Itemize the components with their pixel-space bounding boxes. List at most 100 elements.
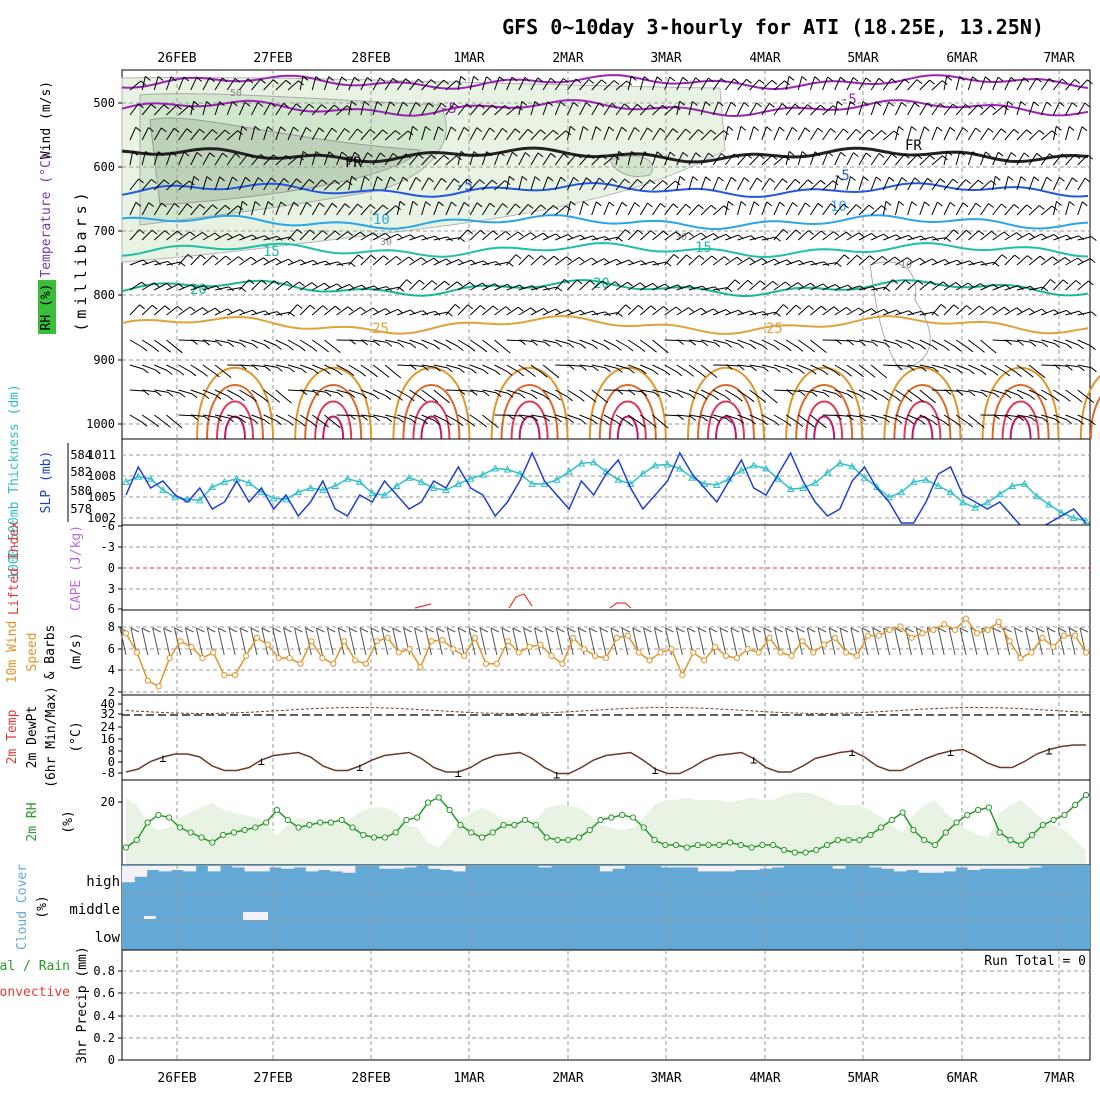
wind-barb (214, 414, 229, 419)
wind-barb (372, 414, 387, 419)
wind-barb (166, 339, 178, 350)
rh2m-point (791, 849, 798, 856)
wind-barb (409, 279, 420, 291)
middle-cloud-gap (243, 912, 268, 920)
wind-barb (688, 152, 697, 166)
tick-label: 0 (108, 1053, 115, 1067)
wind10m-barb (359, 627, 367, 656)
wind-barb (542, 205, 554, 216)
wind-barb (251, 154, 262, 166)
wind-barb (1077, 236, 1092, 241)
wind-barb-flag (192, 415, 198, 421)
wind-barb (967, 104, 979, 116)
wind-barb (299, 229, 311, 241)
wind-barb (178, 231, 191, 241)
wind-barb (652, 230, 664, 241)
wind-barb (713, 339, 727, 344)
wind-barb (226, 176, 233, 191)
heat-dome-contour (1009, 415, 1032, 440)
wind-barb (968, 283, 982, 291)
wind-barb-flag (540, 204, 547, 210)
wind-barb (287, 339, 301, 348)
wind-barb-flag (224, 129, 231, 135)
wind-barb-flag (942, 281, 949, 287)
wind-barb (773, 304, 784, 316)
wind-barb-flag (139, 229, 145, 234)
wind-barb (202, 152, 211, 166)
wind-barb (725, 414, 739, 420)
wind-barb (615, 389, 631, 392)
wind-barb-flag (211, 129, 218, 134)
wind-barb-flag (575, 78, 582, 84)
wind-barb-flag (1006, 415, 1012, 421)
wind-barb-flag (756, 102, 762, 108)
wind-speed-point (297, 660, 304, 667)
wind10m-barb-flag (905, 627, 914, 633)
rh2m-point (1072, 801, 1079, 809)
wind-barb (445, 364, 460, 370)
heat-dome-contour (412, 400, 451, 440)
wind-barb-flag (459, 390, 466, 395)
rh2m-point (575, 834, 583, 841)
wind-barb (385, 286, 399, 291)
rh-contour-label: 30 (380, 237, 392, 248)
tick-label: 4 (108, 663, 115, 677)
wind-barb (141, 127, 149, 141)
precip-convective-label: Convective (0, 985, 70, 1000)
wind-speed-point (690, 649, 697, 656)
wind-barb-flag (772, 281, 779, 286)
wind-barb-flag (883, 308, 890, 314)
wind-barb-flag (221, 77, 228, 83)
wind10m-barb-flag (327, 627, 336, 633)
wind-barb-flag (843, 254, 850, 260)
wind-barb (883, 234, 897, 241)
wind-barb-flag (848, 415, 854, 421)
wind-barb-flag (676, 371, 683, 377)
wind-barb (226, 153, 236, 166)
wind-barb-flag (911, 126, 917, 131)
wind-barb (737, 279, 748, 291)
wind-barb (287, 155, 300, 166)
tick-label: -6 (101, 519, 115, 533)
wind-speed-point (592, 652, 599, 660)
wind-barb-flag (295, 103, 302, 109)
wind-barb-flag (1090, 236, 1097, 241)
wind-barb-flag (705, 101, 711, 107)
wind-barb-flag (978, 305, 985, 311)
high-cloud-gap (134, 866, 148, 877)
wind-barb (239, 234, 253, 241)
wind-speed-point (537, 641, 544, 648)
wind-barb-flag (507, 393, 514, 398)
wind-barb (141, 364, 156, 371)
wind-barb-flag (836, 415, 842, 420)
wind-barb (676, 128, 686, 141)
wind-barb (627, 127, 635, 141)
wind-barb-flag (372, 372, 378, 378)
wind-barb (931, 178, 941, 191)
wind-barb (737, 235, 751, 241)
wind-barb (652, 203, 661, 216)
wind-barb-flag (483, 391, 490, 397)
wind-barb-flag (1075, 280, 1082, 285)
wind-barb-flag (379, 152, 386, 158)
wind-barb-flag (459, 368, 465, 373)
wind-barb-flag (232, 176, 238, 182)
wind-barb (870, 176, 877, 191)
wind-barb-flag (489, 202, 496, 208)
wind-barb (1004, 152, 1012, 166)
thickness-point (306, 483, 315, 492)
wind-barb-flag (337, 392, 344, 398)
wind-barb (858, 232, 872, 241)
thickness-point (134, 472, 143, 480)
wind-barb (980, 364, 994, 372)
wind-barb (676, 101, 681, 116)
wind-barb (688, 77, 696, 91)
wind10m-barb (915, 627, 923, 656)
wind-barb (688, 307, 702, 316)
wind10m-barb (730, 627, 738, 656)
wind-barb (1028, 129, 1040, 141)
wind-barb-flag (1017, 394, 1024, 400)
wind-speed-point (155, 683, 162, 690)
wind-barb (640, 260, 654, 266)
